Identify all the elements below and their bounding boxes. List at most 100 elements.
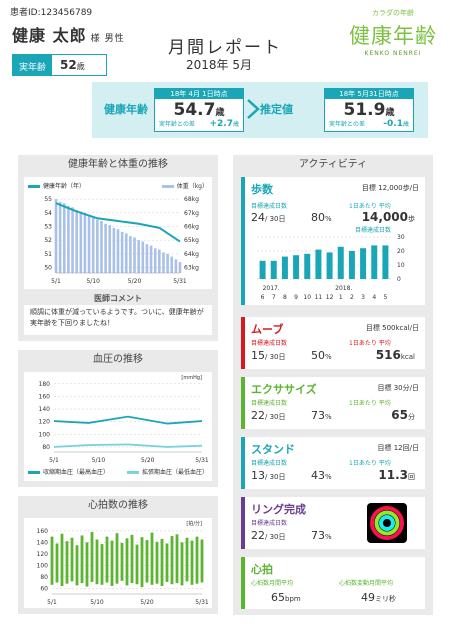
activity-rings-icon (367, 503, 407, 543)
y-right-tick-label: 64kg (184, 251, 199, 258)
y-tick-label: 80 (40, 574, 48, 581)
blood-pressure-panel: 血圧の推移 [mmHg] 180 160 140 120 100 80 5/1 5/10 5/20… (18, 350, 218, 487)
steps-bar (281, 256, 288, 279)
health-age-label: 健康年齢 (104, 103, 148, 116)
panel-title: 心拍数の推移 (88, 500, 148, 511)
weight-bar (174, 259, 178, 273)
y-right-tick-label: 63kg (184, 265, 199, 272)
weight-chart-area: 健康年齢（年） 体重（kg） 55 54 53 52 51 50 68kg 67kg 66kg 6… (24, 177, 212, 289)
hr-range-bar (120, 542, 124, 581)
hr-range-bar (70, 537, 74, 582)
weight-bar (58, 201, 62, 273)
real-age-box: 実年齢 52歳 (12, 54, 107, 76)
y-left-tick-label: 51 (44, 251, 52, 258)
health-age-weight-panel: 健康年齢と体重の推移 健康年齢（年） 体重（kg） 55 54 53 52 51 50 68… (18, 155, 218, 341)
move-card: ムーブ 目標 500kcal/日 目標達成日数 1日あたり 平均 15/ 30日… (241, 317, 425, 369)
weight-bar (83, 212, 87, 273)
steps-bar (304, 253, 311, 279)
y-tick-label: 180 (39, 381, 51, 388)
weight-bar (137, 240, 140, 273)
move-title: ムーブ (251, 323, 284, 336)
exercise-goal: 目標 30分/日 (377, 384, 420, 392)
year-label: 2017. (263, 285, 280, 292)
hr-range-bar (160, 538, 164, 586)
patient-name-text: 健康 太郎 (12, 26, 87, 45)
heart-avg: 65bpm (271, 591, 301, 604)
legend-weight: 体重（kg） (161, 181, 208, 190)
stand-goal: 目標 12回/日 (377, 444, 420, 452)
y-right-tick-label: 66kg (184, 223, 199, 230)
steps-bar (270, 260, 277, 279)
weight-bar (108, 225, 112, 273)
steps-bar (371, 245, 378, 279)
heart-rate-panel: 心拍数の推移 [拍/分] 160 140 120 100 80 60 5/1 5/10 5/20 5… (18, 496, 218, 614)
bp-chart-area: [mmHg] 180 160 140 120 100 80 5/1 5/10 5/20 5/31 収… (24, 372, 212, 481)
exercise-card: エクササイズ 目標 30分/日 目標達成日数 1日あたり 平均 22/ 30日 … (241, 377, 425, 429)
hr-range-bar (75, 545, 79, 586)
y-tick-label: 120 (37, 551, 49, 558)
diff-label: 実年齢との差 (329, 121, 365, 128)
steps-bar (360, 248, 367, 279)
y-tick-label: 100 (37, 562, 49, 569)
x-tick-label: 5/1 (51, 278, 61, 285)
steps-bar (382, 245, 389, 279)
gender: 男性 (104, 34, 125, 44)
move-goal: 目標 500kcal/日 (365, 324, 419, 332)
estimate-diff: -0.1歳 (383, 119, 409, 129)
exercise-title: エクササイズ (251, 383, 317, 396)
x-tick-label: 5/31 (195, 457, 209, 464)
x-tick-label: 3 (361, 294, 365, 301)
steps-title: 歩数 (251, 183, 273, 196)
estimate-health-age-card: 18年 5月31日時点 51.9歳 実年齢との差 -0.1歳 (324, 88, 414, 132)
steps-bar (337, 246, 344, 279)
diastolic-line (53, 443, 203, 448)
steps-avg-label: 1日あたり 平均 (349, 203, 391, 210)
heart-title: 心拍 (251, 563, 273, 576)
bp-chart: [mmHg] 180 160 140 120 100 80 5/1 5/10 5/20 5/31 (39, 375, 209, 464)
y-tick-label: 0 (397, 276, 401, 283)
hr-range-bar (175, 534, 179, 584)
x-tick-label: 5/20 (141, 457, 155, 464)
y-tick-label: 140 (39, 406, 51, 413)
weight-bar (112, 227, 116, 273)
exercise-avg: 65分 (391, 408, 415, 422)
hr-range-bar (180, 542, 184, 586)
hr-range-bar (155, 541, 159, 584)
x-tick-label: 5/1 (47, 599, 57, 606)
weight-bar (158, 249, 161, 273)
panel-title: アクティビティ (298, 159, 368, 170)
legend-diastolic: 拡張期血圧（最低血圧） (126, 467, 208, 476)
weight-bar (116, 229, 120, 273)
exercise-days: 22/ 30日 (251, 409, 286, 422)
x-tick-label: 6 (261, 294, 265, 301)
current-health-age: 54.7歳 (173, 100, 225, 120)
estimate-health-age: 51.9歳 (343, 100, 395, 120)
hr-range-bar (150, 532, 154, 585)
report-date: 2018年 5月 (186, 58, 252, 72)
x-tick-label: 5/10 (90, 599, 104, 606)
steps-goal: 目標 12,000歩/日 (361, 184, 419, 192)
x-tick-label: 5/20 (128, 278, 142, 285)
weight-bar (162, 252, 165, 273)
hr-range-bar (95, 539, 99, 585)
y-tick-label: 140 (37, 539, 49, 546)
doctor-comment-box: 順調に体重が減っているようです。ついに、健康年齢が実年齢を下回りましたね！ (24, 305, 212, 335)
year-label: 2018. (335, 285, 352, 292)
weight-bar (104, 223, 107, 273)
hr-range-bar (65, 541, 69, 584)
hr-range-bar (135, 544, 139, 585)
weight-bar (120, 231, 124, 273)
diff-label: 実年齢との差 (159, 121, 195, 128)
y-tick-label: 160 (39, 393, 51, 400)
hr-range-bar (140, 537, 144, 588)
hr-range-bar (165, 543, 169, 582)
hrv-avg: 49ミリ秒 (361, 591, 396, 604)
arrow-right-icon (247, 99, 260, 119)
weight-bar (79, 211, 83, 273)
weight-bar (141, 241, 145, 273)
real-age-label: 実年齢 (13, 55, 53, 75)
legend-age: 健康年齢（年） (28, 181, 85, 190)
health-age-banner: 健康年齢 18年 4月 1日時点 54.7歳 実年齢との差 +2.7歳 推定値 1… (92, 82, 428, 138)
x-tick-label: 12 (326, 294, 334, 301)
patient-id: 患者ID:123456789 (10, 8, 93, 18)
